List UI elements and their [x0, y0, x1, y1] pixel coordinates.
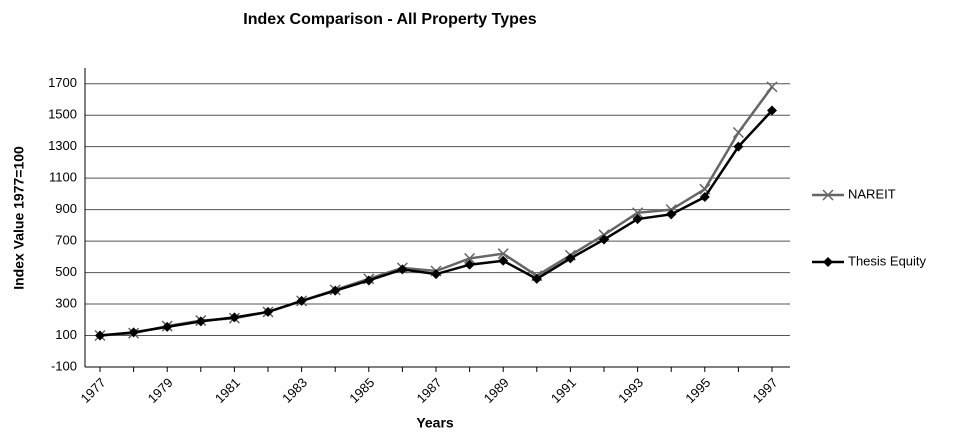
x-tick-label: 1989 [481, 375, 512, 406]
x-tick-label: 1993 [615, 375, 646, 406]
legend-marker [823, 257, 833, 267]
y-tick-label: -100 [51, 358, 77, 373]
x-tick-label: 1991 [548, 375, 579, 406]
marker [162, 321, 173, 332]
marker [464, 252, 476, 264]
y-tick-label: 1100 [49, 170, 77, 185]
marker [95, 330, 105, 341]
marker [632, 207, 644, 219]
marker [699, 192, 710, 203]
marker [296, 295, 307, 306]
marker [497, 248, 509, 260]
y-tick-label: 1500 [48, 107, 77, 122]
marker [732, 126, 744, 139]
marker [195, 316, 206, 327]
x-tick-label: 1983 [279, 375, 310, 406]
x-tick-label: 1995 [682, 375, 713, 406]
x-tick-label: 1977 [77, 375, 108, 406]
y-tick-label: 100 [55, 327, 77, 342]
marker [531, 273, 542, 284]
marker [599, 234, 609, 245]
marker [766, 81, 778, 93]
y-axis-title: Index Value 1977=100 [11, 146, 27, 290]
x-axis-title: Years [416, 415, 454, 431]
marker [767, 105, 777, 116]
legend-marker [822, 189, 834, 201]
y-tick-label: 900 [55, 201, 77, 216]
marker [431, 269, 441, 280]
x-tick-label: 1981 [212, 375, 243, 406]
x-tick-label: 1987 [413, 375, 444, 406]
marker [128, 327, 139, 338]
legend-label: NAREIT [848, 186, 896, 201]
y-tick-label: 1700 [48, 75, 77, 90]
series-line [99, 109, 773, 337]
marker [263, 306, 273, 317]
y-tick-label: 500 [55, 264, 77, 279]
x-tick-label: 1997 [749, 375, 780, 406]
marker [330, 285, 341, 296]
marker [733, 141, 744, 152]
chart-title: Index Comparison - All Property Types [243, 11, 536, 28]
marker [498, 255, 509, 266]
marker [464, 259, 475, 270]
y-tick-label: 300 [55, 295, 77, 310]
marker [666, 209, 677, 220]
legend-label: Thesis Equity [848, 253, 927, 268]
marker [229, 312, 240, 323]
x-tick-label: 1979 [145, 375, 176, 406]
y-tick-label: 700 [55, 233, 77, 248]
marker [565, 253, 576, 264]
y-tick-label: 1300 [48, 138, 77, 153]
marker [632, 214, 643, 225]
marker [363, 275, 374, 286]
x-tick-label: 1985 [346, 375, 377, 406]
marker [397, 264, 408, 275]
